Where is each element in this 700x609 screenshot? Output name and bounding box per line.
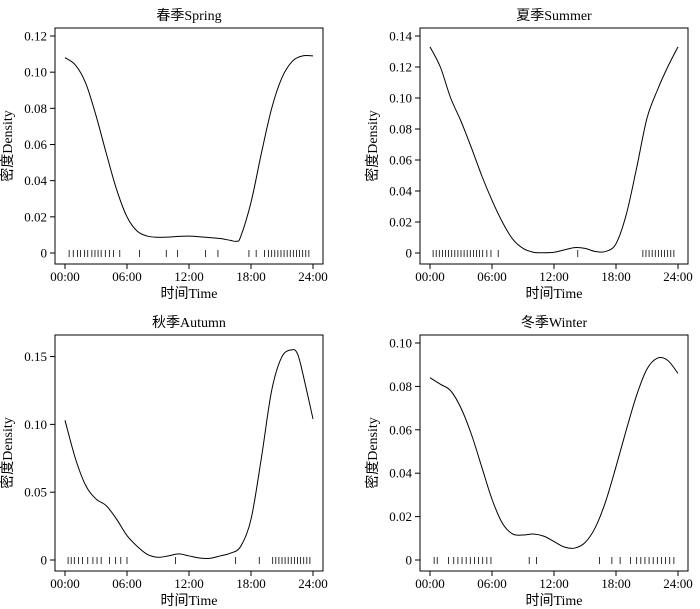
y-tick-label-autumn: 0.15 xyxy=(24,349,47,364)
y-tick-label-spring: 0.06 xyxy=(24,137,47,152)
chart-title-winter: 冬季Winter xyxy=(521,315,588,331)
y-tick-label-autumn: 0.05 xyxy=(24,485,47,500)
x-axis-label-autumn: 时间Time xyxy=(160,593,217,609)
y-tick-label-spring: 0.04 xyxy=(24,173,47,188)
x-tick-label-winter: 06:00 xyxy=(477,576,507,591)
x-tick-label-autumn: 24:00 xyxy=(298,576,328,591)
y-tick-label-winter: 0.04 xyxy=(389,466,412,481)
x-axis-label-summer: 时间Time xyxy=(525,286,582,302)
x-tick-label-autumn: 12:00 xyxy=(174,576,204,591)
y-tick-label-autumn: 0.10 xyxy=(24,417,47,432)
chart-title-summer: 夏季Summer xyxy=(516,8,592,24)
panel-winter: 冬季Winter 00:00 06:00 12:00 18:00 24:00 0 0.02 0.… xyxy=(364,315,693,609)
y-tick-label-summer: 0.08 xyxy=(389,122,412,137)
y-tick-label-summer: 0.02 xyxy=(389,215,412,230)
panel-summer: 夏季Summer 00:00 06:00 12:00 18:00 24:00 0 0.02 0.… xyxy=(364,8,693,302)
panel-autumn: 秋季Autumn 00:00 06:00 12:00 18:00 24:00 0 0.05 0.… xyxy=(0,315,328,609)
density-line-spring xyxy=(64,54,314,242)
y-tick-label-spring: 0.02 xyxy=(24,209,47,224)
y-axis-label-summer: 密度Density xyxy=(364,110,381,182)
y-tick-label-spring: 0 xyxy=(41,246,48,261)
x-tick-label-winter: 18:00 xyxy=(601,576,631,591)
panel-spring: 春季Spring 00:00 06:00 12:00 18:00 24:00 0 0.02 0.… xyxy=(0,8,328,302)
x-tick-label-summer: 24:00 xyxy=(663,269,693,284)
y-tick-label-spring: 0.08 xyxy=(24,101,47,116)
y-axis-label-winter: 密度Density xyxy=(364,417,381,489)
y-tick-label-spring: 0.12 xyxy=(24,29,47,44)
x-tick-label-summer: 12:00 xyxy=(539,269,569,284)
x-tick-label-autumn: 06:00 xyxy=(112,576,142,591)
y-axis-label-autumn: 密度Density xyxy=(0,417,16,489)
y-tick-label-summer: 0.10 xyxy=(389,91,412,106)
chart-title-autumn: 秋季Autumn xyxy=(152,315,226,331)
y-tick-label-autumn: 0 xyxy=(41,553,48,568)
x-tick-label-summer: 00:00 xyxy=(415,269,445,284)
x-tick-label-summer: 06:00 xyxy=(477,269,507,284)
y-tick-label-summer: 0 xyxy=(406,246,413,261)
x-tick-label-winter: 24:00 xyxy=(663,576,693,591)
y-axis-label-spring: 密度Density xyxy=(0,110,16,182)
x-tick-label-autumn: 18:00 xyxy=(236,576,266,591)
plot-frame-winter xyxy=(419,334,689,572)
y-tick-label-spring: 0.10 xyxy=(24,65,47,80)
x-axis-label-spring: 时间Time xyxy=(160,286,217,302)
density-line-autumn xyxy=(64,349,314,560)
x-tick-label-spring: 00:00 xyxy=(50,269,80,284)
y-tick-label-summer: 0.06 xyxy=(389,153,412,168)
density-line-summer xyxy=(429,46,679,254)
density-line-winter xyxy=(429,357,679,549)
x-tick-label-spring: 24:00 xyxy=(298,269,328,284)
y-tick-label-winter: 0.08 xyxy=(389,379,412,394)
x-tick-label-winter: 12:00 xyxy=(539,576,569,591)
y-tick-label-winter: 0.06 xyxy=(389,422,412,437)
y-tick-label-summer: 0.14 xyxy=(389,29,412,44)
x-tick-label-autumn: 00:00 xyxy=(50,576,80,591)
plot-frame-summer xyxy=(419,27,689,265)
chart-title-spring: 春季Spring xyxy=(156,8,221,24)
x-tick-label-spring: 18:00 xyxy=(236,269,266,284)
x-tick-label-winter: 00:00 xyxy=(415,576,445,591)
y-tick-label-summer: 0.04 xyxy=(389,184,412,199)
y-tick-label-summer: 0.12 xyxy=(389,60,412,75)
x-tick-label-spring: 12:00 xyxy=(174,269,204,284)
plot-frame-autumn xyxy=(54,334,324,572)
x-tick-label-spring: 06:00 xyxy=(112,269,142,284)
x-axis-label-winter: 时间Time xyxy=(525,593,582,609)
y-tick-label-winter: 0.10 xyxy=(389,336,412,351)
y-tick-label-winter: 0.02 xyxy=(389,509,412,524)
x-tick-label-summer: 18:00 xyxy=(601,269,631,284)
plot-frame-spring xyxy=(54,27,324,265)
y-tick-label-winter: 0 xyxy=(406,553,413,568)
